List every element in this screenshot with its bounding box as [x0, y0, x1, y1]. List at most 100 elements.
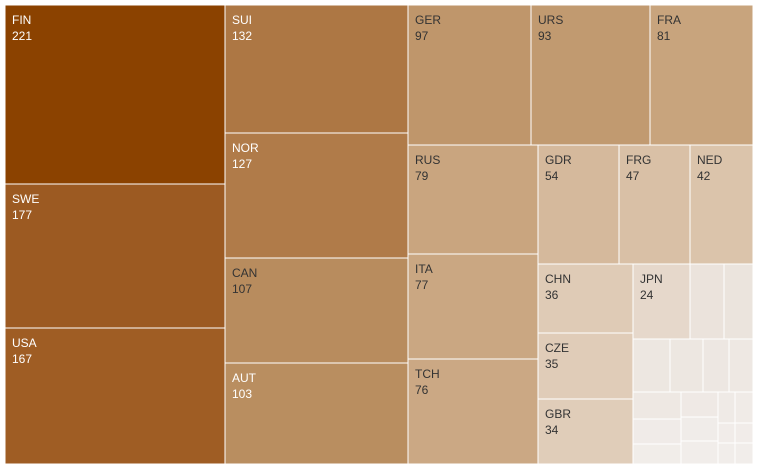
tile-rect — [734, 422, 754, 444]
treemap-tile[interactable] — [680, 391, 719, 418]
treemap-tile[interactable] — [669, 338, 704, 393]
tile-value: 93 — [538, 29, 552, 43]
tile-rect — [717, 422, 736, 444]
tile-rect — [4, 183, 226, 329]
tile-rect — [407, 4, 532, 146]
tile-rect — [702, 338, 730, 393]
tile-rect — [728, 338, 754, 393]
tile-rect — [632, 418, 682, 445]
treemap-tile-swe[interactable]: SWE 177 — [4, 183, 226, 329]
treemap-tile[interactable] — [632, 443, 682, 465]
tile-rect — [680, 416, 719, 442]
tile-rect — [407, 358, 539, 465]
tile-rect — [632, 263, 691, 340]
tile-value: 177 — [12, 208, 32, 222]
treemap-tile-ger[interactable]: GER 97 — [407, 4, 532, 146]
tile-label: GDR — [545, 153, 572, 167]
treemap-tile[interactable] — [717, 391, 736, 424]
tile-rect — [680, 440, 719, 465]
treemap-tile-usa[interactable]: USA 167 — [4, 327, 226, 465]
treemap-tile[interactable] — [689, 263, 725, 340]
tile-rect — [537, 398, 634, 465]
tile-rect — [680, 391, 719, 418]
tile-value: 35 — [545, 357, 559, 371]
treemap-tile-gdr[interactable]: GDR 54 — [537, 144, 620, 265]
tile-rect — [632, 443, 682, 465]
treemap-tile[interactable] — [728, 338, 754, 393]
tile-rect — [632, 391, 682, 420]
tile-value: 221 — [12, 29, 32, 43]
treemap-tile[interactable] — [632, 391, 682, 420]
tile-value: 24 — [640, 288, 654, 302]
tile-rect — [224, 4, 409, 134]
tile-label: AUT — [232, 371, 257, 385]
treemap-tile[interactable] — [734, 442, 754, 465]
treemap-tile-gbr[interactable]: GBR 34 — [537, 398, 634, 465]
treemap-tile-ita[interactable]: ITA 77 — [407, 253, 539, 360]
tile-rect — [734, 391, 754, 424]
tile-rect — [618, 144, 691, 265]
treemap-tile[interactable] — [717, 442, 736, 465]
treemap-tile-cze[interactable]: CZE 35 — [537, 332, 634, 400]
tile-value: 97 — [415, 29, 429, 43]
treemap-tile-can[interactable]: CAN 107 — [224, 257, 409, 364]
treemap-tile-fra[interactable]: FRA 81 — [649, 4, 754, 146]
treemap-tile[interactable] — [723, 263, 754, 340]
tile-rect — [537, 263, 634, 334]
tile-rect — [530, 4, 651, 146]
treemap-tile-rus[interactable]: RUS 79 — [407, 144, 539, 255]
treemap-tile-fin[interactable]: FIN 221 — [4, 4, 226, 185]
tile-rect — [224, 257, 409, 364]
tile-label: URS — [538, 13, 563, 27]
treemap-tile[interactable] — [632, 418, 682, 445]
tile-value: 81 — [657, 29, 671, 43]
treemap-tile[interactable] — [717, 422, 736, 444]
tile-value: 132 — [232, 29, 252, 43]
treemap-tile-urs[interactable]: URS 93 — [530, 4, 651, 146]
treemap-tile-frg[interactable]: FRG 47 — [618, 144, 691, 265]
tile-rect — [717, 442, 736, 465]
treemap-tile-aut[interactable]: AUT 103 — [224, 362, 409, 465]
tile-rect — [407, 144, 539, 255]
tile-rect — [689, 144, 754, 265]
tile-label: ITA — [415, 262, 433, 276]
tile-label: FIN — [12, 13, 31, 27]
tile-rect — [4, 327, 226, 465]
tile-rect — [224, 362, 409, 465]
treemap-tile[interactable] — [680, 416, 719, 442]
tile-label: GER — [415, 13, 441, 27]
tile-rect — [669, 338, 704, 393]
treemap-tile[interactable] — [734, 422, 754, 444]
tile-label: RUS — [415, 153, 440, 167]
tile-label: SUI — [232, 13, 252, 27]
tile-label: NOR — [232, 141, 259, 155]
treemap-tile[interactable] — [632, 338, 671, 393]
tile-rect — [632, 338, 671, 393]
tile-value: 47 — [626, 169, 640, 183]
tile-label: TCH — [415, 367, 440, 381]
treemap-tile[interactable] — [680, 440, 719, 465]
tile-value: 42 — [697, 169, 711, 183]
treemap-tile[interactable] — [702, 338, 730, 393]
tile-rect — [717, 391, 736, 424]
treemap-tile-jpn[interactable]: JPN 24 — [632, 263, 691, 340]
tile-value: 79 — [415, 169, 429, 183]
treemap-tile[interactable] — [734, 391, 754, 424]
tile-label: CAN — [232, 266, 257, 280]
tile-label: GBR — [545, 407, 571, 421]
tile-rect — [723, 263, 754, 340]
tile-label: FRG — [626, 153, 651, 167]
tile-value: 107 — [232, 282, 252, 296]
tile-value: 167 — [12, 352, 32, 366]
tile-label: USA — [12, 336, 37, 350]
tile-value: 36 — [545, 288, 559, 302]
tile-label: CHN — [545, 272, 571, 286]
treemap-tile-sui[interactable]: SUI 132 — [224, 4, 409, 134]
treemap-tile-tch[interactable]: TCH 76 — [407, 358, 539, 465]
tile-label: NED — [697, 153, 723, 167]
tile-rect — [4, 4, 226, 185]
treemap-tile-nor[interactable]: NOR 127 — [224, 132, 409, 259]
treemap-tile-chn[interactable]: CHN 36 — [537, 263, 634, 334]
treemap-tile-ned[interactable]: NED 42 — [689, 144, 754, 265]
